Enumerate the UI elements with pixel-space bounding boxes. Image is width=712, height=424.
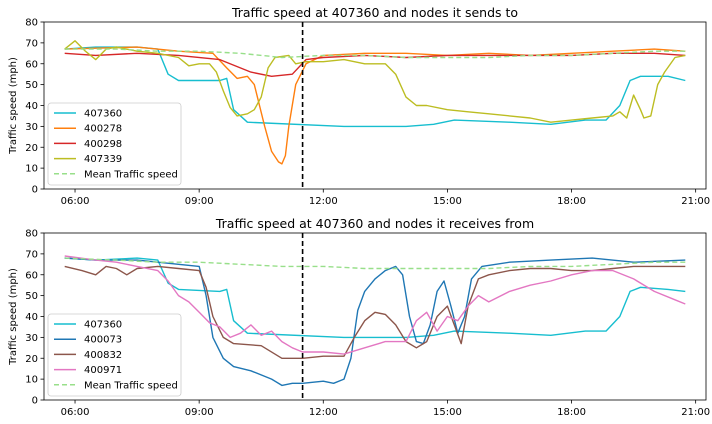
x-tick-label: 18:00: [557, 196, 586, 207]
y-tick-label: 70: [25, 38, 38, 49]
chart-title: Traffic speed at 407360 and nodes it sen…: [231, 5, 518, 20]
legend-label: 407339: [84, 154, 122, 165]
y-tick-label: 50: [25, 80, 38, 91]
plot-frame: [43, 21, 707, 190]
legend-label: Mean Traffic speed: [84, 380, 178, 391]
chart-title: Traffic speed at 407360 and nodes it rec…: [215, 216, 534, 231]
series-line-400073: [64, 257, 686, 387]
series-line-mean-traffic-speed: [64, 48, 686, 59]
legend: 407360 400278 400298 407339 Mean Traffic spe…: [47, 102, 182, 186]
y-tick-label: 60: [25, 59, 38, 70]
plot-frame: [43, 232, 707, 401]
y-axis-label: Traffic speed (mph): [8, 57, 19, 155]
y-tick-label: 20: [25, 354, 38, 365]
x-tick-label: 15:00: [433, 407, 462, 418]
y-tick-label: 80: [25, 229, 38, 240]
legend-label: 407360: [84, 109, 122, 120]
y-tick-label: 20: [25, 143, 38, 154]
x-tick-label: 09:00: [185, 407, 214, 418]
y-tick-label: 30: [25, 122, 38, 133]
chart-panel-1: Traffic speed at 407360 and nodes it sen…: [8, 5, 710, 207]
y-axis-label: Traffic speed (mph): [8, 268, 19, 366]
chart-panel-2: Traffic speed at 407360 and nodes it rec…: [8, 216, 710, 418]
x-tick-label: 06:00: [61, 407, 90, 418]
x-tick-label: 12:00: [309, 196, 338, 207]
series-group: [64, 255, 686, 387]
x-tick-label: 09:00: [185, 196, 214, 207]
y-tick-label: 10: [25, 164, 38, 175]
legend-box: [47, 102, 182, 186]
legend-label: 400278: [84, 124, 122, 135]
x-tick-label: 21:00: [681, 407, 710, 418]
legend-label: 400298: [84, 139, 122, 150]
legend: 407360 400073 400832 400971 Mean Traffic spe…: [47, 313, 182, 397]
x-tick-label: 12:00: [309, 407, 338, 418]
y-tick-label: 50: [25, 291, 38, 302]
legend-box: [47, 313, 182, 397]
series-line-400971: [64, 255, 686, 355]
series-line-407360: [64, 46, 686, 128]
x-tick-label: 06:00: [61, 196, 90, 207]
x-tick-label: 18:00: [557, 407, 586, 418]
legend-label: 400073: [84, 335, 122, 346]
y-tick-label: 40: [25, 312, 38, 323]
series-group: [64, 40, 686, 165]
y-tick-label: 30: [25, 333, 38, 344]
x-tick-label: 15:00: [433, 196, 462, 207]
legend-label: 400832: [84, 350, 122, 361]
legend-label: Mean Traffic speed: [84, 169, 178, 180]
series-line-400298: [64, 52, 686, 77]
y-tick-label: 80: [25, 18, 38, 29]
series-line-mean-traffic-speed: [64, 257, 686, 270]
y-tick-label: 0: [32, 185, 38, 196]
series-line-407339: [64, 40, 686, 123]
series-line-407360: [64, 257, 686, 339]
legend-label: 407360: [84, 320, 122, 331]
y-tick-label: 40: [25, 101, 38, 112]
series-line-400832: [64, 265, 686, 359]
y-tick-label: 10: [25, 375, 38, 386]
y-tick-label: 0: [32, 396, 38, 407]
y-tick-label: 70: [25, 249, 38, 260]
y-tick-label: 60: [25, 270, 38, 281]
x-tick-label: 21:00: [681, 196, 710, 207]
legend-label: 400971: [84, 365, 122, 376]
